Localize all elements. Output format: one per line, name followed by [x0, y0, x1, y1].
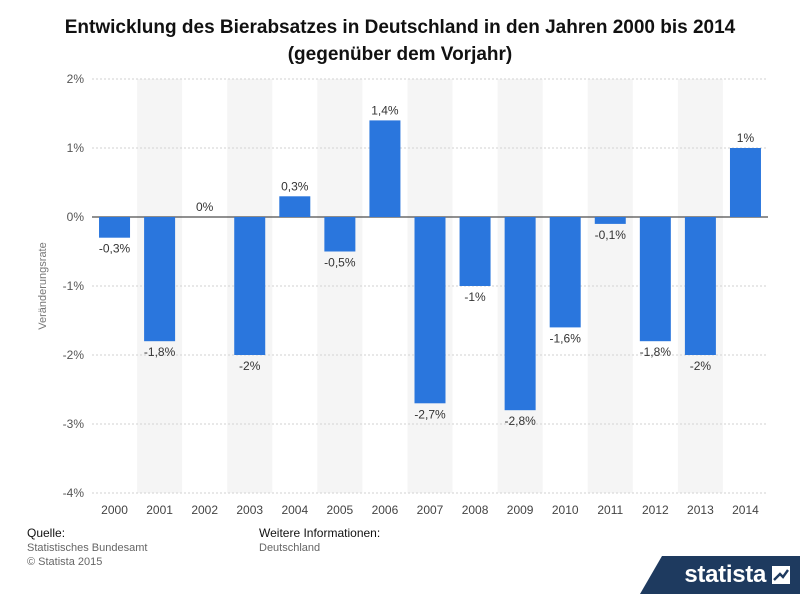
- data-label: -2,8%: [504, 414, 536, 428]
- x-tick-label: 2000: [101, 503, 128, 517]
- info-heading[interactable]: Weitere Informationen:: [259, 526, 381, 540]
- bar: [144, 217, 176, 342]
- source-block: Quelle: Statistisches Bundesamt © Statis…: [27, 526, 147, 569]
- data-label: -2%: [239, 359, 261, 373]
- y-tick-label: -2%: [63, 348, 85, 362]
- x-tick-label: 2005: [327, 503, 354, 517]
- data-label: -1,8%: [144, 345, 176, 359]
- data-label: 0%: [196, 200, 214, 214]
- statista-logo-icon: [772, 566, 790, 584]
- bar: [684, 217, 716, 355]
- x-tick-label: 2011: [597, 503, 623, 517]
- y-tick-label: 1%: [67, 141, 85, 155]
- bar: [99, 217, 131, 238]
- data-label: 1,4%: [371, 103, 399, 117]
- y-tick-label: -3%: [63, 417, 85, 431]
- x-tick-label: 2013: [687, 503, 714, 517]
- y-tick-label: 0%: [67, 210, 85, 224]
- data-label: 1%: [737, 131, 755, 145]
- x-tick-label: 2010: [552, 503, 579, 517]
- bar: [234, 217, 266, 355]
- x-tick-label: 2003: [236, 503, 263, 517]
- copyright-text: © Statista 2015: [27, 556, 103, 568]
- source-text: Statistisches Bundesamt: [27, 542, 148, 554]
- data-label: -1,8%: [640, 345, 672, 359]
- data-label: -0,5%: [324, 256, 356, 270]
- data-label: -0,1%: [595, 228, 627, 242]
- bar: [549, 217, 581, 328]
- y-tick-label: 2%: [67, 72, 85, 86]
- bar-chart: 2% 1% 0% -1% -2% -3% -4% Veränderungsrate -0,3% 2…: [37, 72, 768, 517]
- bar: [369, 120, 401, 217]
- bar: [459, 217, 491, 286]
- info-text: Deutschland: [259, 542, 321, 554]
- bar: [504, 217, 536, 411]
- data-label: -2,7%: [414, 407, 446, 421]
- x-tick-label: 2014: [732, 503, 759, 517]
- x-tick-label: 2007: [417, 503, 444, 517]
- info-block: Weitere Informationen: Deutschland: [259, 526, 380, 555]
- y-tick-label: -1%: [63, 279, 85, 293]
- y-tick-label: -4%: [63, 486, 85, 500]
- bar: [279, 196, 311, 217]
- data-label: -0,3%: [99, 242, 131, 256]
- bar: [414, 217, 446, 404]
- data-label: 0,3%: [281, 179, 309, 193]
- bar: [594, 217, 626, 224]
- source-heading: Quelle:: [27, 526, 66, 540]
- bar: [639, 217, 671, 342]
- bar: [729, 148, 761, 217]
- x-tick-label: 2002: [191, 503, 218, 517]
- brand-name: statista: [684, 561, 766, 588]
- x-tick-label: 2004: [281, 503, 308, 517]
- y-axis-label: Veränderungsrate: [37, 242, 49, 329]
- statista-logo[interactable]: statista: [640, 556, 800, 594]
- x-tick-label: 2012: [642, 503, 669, 517]
- data-label: -1,6%: [550, 331, 582, 345]
- bar: [324, 217, 356, 252]
- x-tick-label: 2009: [507, 503, 534, 517]
- x-tick-label: 2006: [372, 503, 399, 517]
- data-label: -1%: [464, 290, 486, 304]
- data-label: -2%: [690, 359, 712, 373]
- x-tick-label: 2008: [462, 503, 489, 517]
- band-background: [587, 79, 633, 493]
- chart-title: Entwicklung des Bierabsatzes in Deutschl…: [64, 17, 736, 65]
- x-tick-label: 2001: [146, 503, 173, 517]
